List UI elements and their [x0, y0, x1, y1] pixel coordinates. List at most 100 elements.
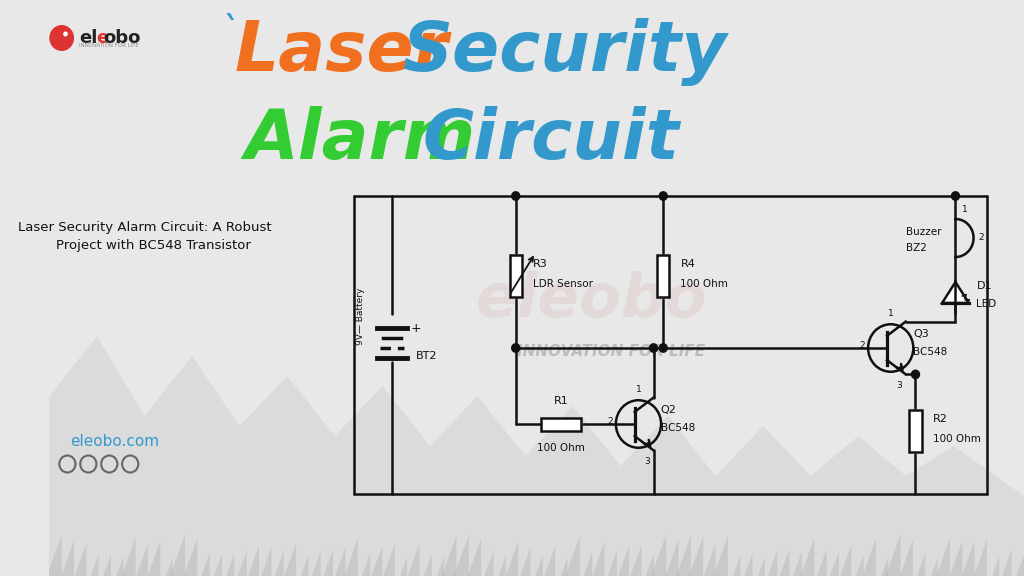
- Text: 2: 2: [859, 340, 865, 350]
- Polygon shape: [441, 535, 457, 576]
- Polygon shape: [714, 536, 728, 576]
- Polygon shape: [40, 549, 49, 576]
- Polygon shape: [900, 540, 913, 576]
- Polygon shape: [561, 557, 567, 576]
- Polygon shape: [689, 536, 703, 576]
- Text: R2: R2: [933, 414, 947, 424]
- Polygon shape: [1017, 555, 1024, 576]
- Text: BZ2: BZ2: [906, 243, 927, 253]
- Polygon shape: [565, 536, 580, 576]
- Polygon shape: [344, 539, 357, 576]
- Text: INNOVATION FOR LIFE: INNOVATION FOR LIFE: [517, 343, 705, 358]
- Polygon shape: [49, 336, 1024, 576]
- Text: Buzzer: Buzzer: [906, 227, 941, 237]
- Polygon shape: [676, 536, 691, 576]
- Polygon shape: [801, 538, 814, 576]
- Polygon shape: [962, 540, 975, 576]
- Polygon shape: [886, 535, 901, 576]
- Polygon shape: [856, 555, 863, 576]
- Polygon shape: [830, 551, 839, 576]
- Polygon shape: [261, 548, 271, 576]
- Polygon shape: [214, 554, 222, 576]
- Polygon shape: [918, 553, 926, 576]
- Text: D1: D1: [977, 281, 992, 291]
- Polygon shape: [1002, 550, 1012, 576]
- Circle shape: [649, 344, 657, 352]
- Text: 1: 1: [888, 309, 894, 319]
- Text: BT2: BT2: [416, 351, 437, 361]
- Text: 100 Ohm: 100 Ohm: [538, 443, 586, 453]
- Polygon shape: [47, 535, 61, 576]
- Polygon shape: [949, 541, 963, 576]
- Polygon shape: [183, 538, 198, 576]
- Polygon shape: [881, 556, 888, 576]
- Polygon shape: [400, 557, 408, 576]
- Polygon shape: [170, 535, 185, 576]
- Polygon shape: [301, 555, 308, 576]
- Text: 3: 3: [897, 381, 902, 390]
- Polygon shape: [733, 556, 740, 576]
- Polygon shape: [408, 543, 420, 576]
- Polygon shape: [651, 535, 667, 576]
- Polygon shape: [147, 541, 161, 576]
- Circle shape: [951, 192, 959, 200]
- Polygon shape: [499, 556, 506, 576]
- Text: R3: R3: [532, 259, 548, 269]
- Polygon shape: [136, 544, 148, 576]
- Text: 2: 2: [978, 233, 984, 242]
- Polygon shape: [248, 545, 259, 576]
- Circle shape: [659, 344, 668, 352]
- Text: R1: R1: [554, 396, 568, 406]
- Text: 3: 3: [644, 457, 650, 466]
- Polygon shape: [646, 554, 654, 576]
- Circle shape: [512, 344, 520, 352]
- Polygon shape: [592, 542, 604, 576]
- Polygon shape: [506, 541, 518, 576]
- Polygon shape: [335, 547, 345, 576]
- Text: 1: 1: [963, 205, 968, 214]
- FancyBboxPatch shape: [657, 255, 670, 297]
- Polygon shape: [942, 282, 969, 303]
- Text: R4: R4: [680, 259, 695, 269]
- Polygon shape: [758, 557, 765, 576]
- Polygon shape: [274, 551, 284, 576]
- Text: Q2: Q2: [660, 405, 677, 415]
- Circle shape: [63, 32, 68, 36]
- Text: `: `: [219, 14, 239, 52]
- Text: INNOVATION FOR LIFE: INNOVATION FOR LIFE: [79, 43, 138, 48]
- Polygon shape: [424, 554, 432, 576]
- Text: 100 Ohm: 100 Ohm: [933, 434, 981, 444]
- Polygon shape: [117, 556, 123, 576]
- Polygon shape: [285, 543, 296, 576]
- Polygon shape: [61, 540, 74, 576]
- Polygon shape: [520, 547, 530, 576]
- Circle shape: [49, 25, 74, 51]
- Polygon shape: [768, 550, 777, 576]
- Text: Circuit: Circuit: [423, 106, 680, 173]
- Polygon shape: [779, 549, 790, 576]
- Polygon shape: [103, 554, 111, 576]
- FancyBboxPatch shape: [542, 418, 582, 430]
- Polygon shape: [75, 544, 86, 576]
- Polygon shape: [122, 537, 135, 576]
- Text: 9V— Battery: 9V— Battery: [356, 287, 366, 344]
- Text: eleobo.com: eleobo.com: [71, 434, 160, 449]
- Polygon shape: [793, 551, 802, 576]
- Polygon shape: [817, 550, 826, 576]
- Polygon shape: [91, 554, 98, 576]
- Polygon shape: [166, 558, 173, 576]
- Text: +: +: [411, 321, 422, 335]
- Polygon shape: [607, 551, 616, 576]
- Polygon shape: [666, 539, 679, 576]
- Text: 100 Ohm: 100 Ohm: [680, 279, 728, 289]
- Polygon shape: [361, 553, 370, 576]
- Text: e: e: [96, 29, 109, 47]
- Polygon shape: [536, 555, 543, 576]
- Polygon shape: [437, 556, 444, 576]
- Polygon shape: [238, 551, 247, 576]
- Text: 2: 2: [607, 416, 612, 426]
- Circle shape: [512, 192, 520, 200]
- Polygon shape: [484, 551, 494, 576]
- Text: Security: Security: [403, 18, 728, 86]
- Polygon shape: [992, 556, 999, 576]
